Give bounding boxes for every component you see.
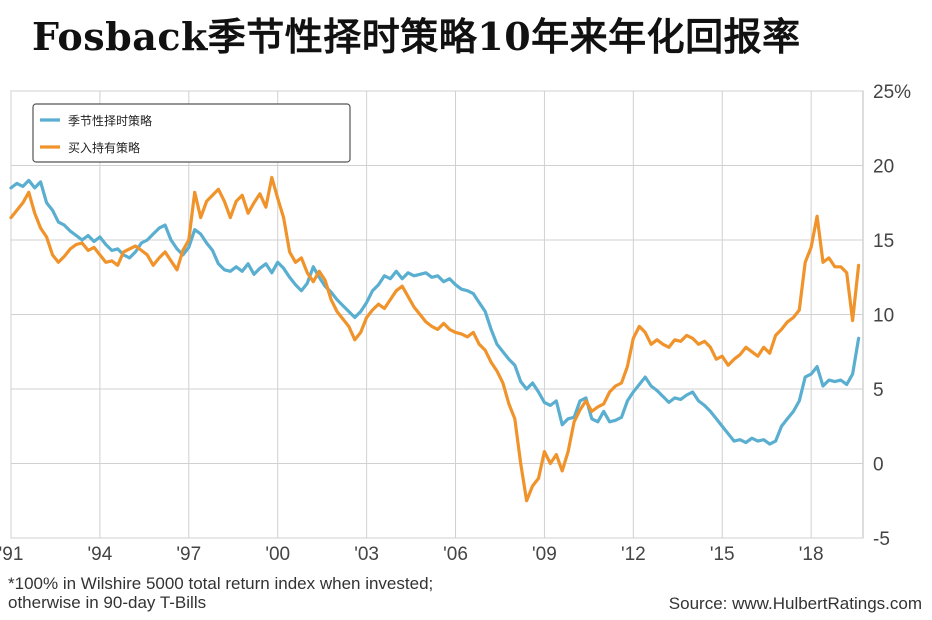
- x-axis-tick-labels: '91 '94 '97 '00 '03 '06 '09 '12 '15 '18: [0, 544, 824, 565]
- horizontal-gridlines: [11, 90, 863, 539]
- x-tick-label: '18: [799, 544, 824, 565]
- y-tick-label: 25%: [873, 82, 911, 103]
- legend-label: 季节性择时策略: [68, 113, 152, 128]
- x-tick-label: '00: [265, 544, 290, 565]
- y-tick-label: 15: [873, 231, 894, 252]
- y-tick-label: 10: [873, 306, 894, 327]
- x-tick-label: '03: [354, 544, 379, 565]
- y-tick-label: -5: [873, 529, 890, 550]
- x-tick-label: '97: [176, 544, 201, 565]
- x-tick-label: '12: [621, 544, 646, 565]
- x-tick-label: '15: [710, 544, 735, 565]
- source-credit: Source: www.HulbertRatings.com: [668, 594, 922, 613]
- chart-title: Fosback季节性择时策略10年来年化回报率: [32, 14, 801, 59]
- series-line-seasonal-timing: [9, 178, 861, 446]
- series-line-buy-and-hold: [9, 175, 861, 503]
- footnote-line-1: *100% in Wilshire 5000 total return inde…: [8, 574, 434, 593]
- legend-box: [32, 103, 351, 163]
- y-tick-label: 20: [873, 157, 894, 178]
- x-tick-label: '06: [443, 544, 468, 565]
- y-axis-tick-labels: 25% 20 15 10 5 0 -5: [873, 82, 911, 550]
- footnote-line-2: otherwise in 90-day T-Bills: [8, 593, 207, 612]
- legend-label: 买入持有策略: [68, 140, 140, 155]
- x-tick-label: '91: [0, 544, 23, 565]
- footnote: *100% in Wilshire 5000 total return inde…: [8, 574, 528, 612]
- x-tick-label: '94: [88, 544, 113, 565]
- series-layer: [9, 175, 861, 503]
- y-tick-label: 5: [873, 380, 884, 401]
- x-tick-label: '09: [532, 544, 557, 565]
- y-tick-label: 0: [873, 455, 884, 476]
